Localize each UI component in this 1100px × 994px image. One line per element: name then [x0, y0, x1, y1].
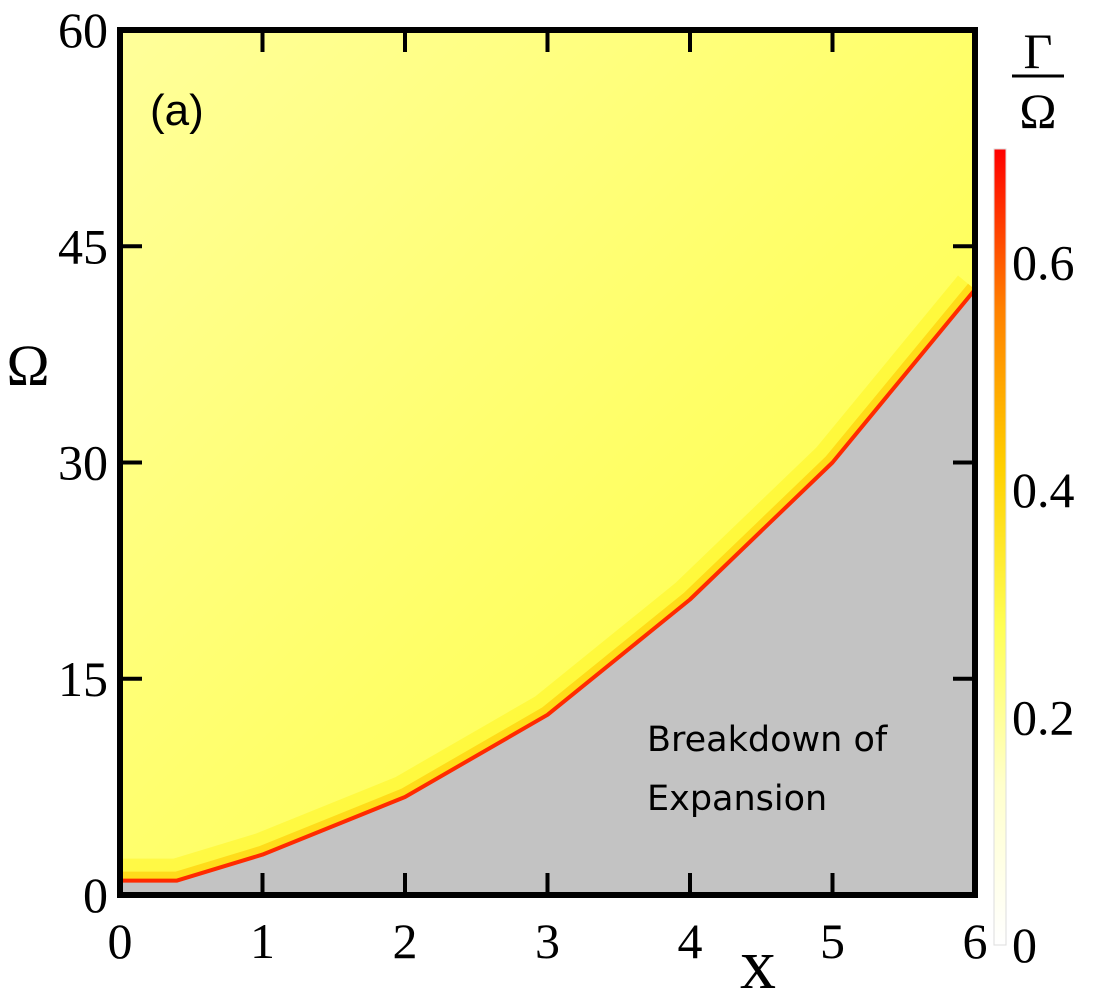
x-tick-label: 6 — [963, 913, 988, 969]
breakdown-annotation-line2: Expansion — [647, 779, 827, 819]
x-tick-label: 4 — [678, 913, 703, 969]
breakdown-region — [120, 289, 975, 895]
y-tick-label: 45 — [58, 218, 108, 274]
x-tick-label: 5 — [820, 913, 845, 969]
axis-ticks — [120, 30, 975, 895]
y-axis-title: Ω — [6, 333, 49, 398]
y-tick-label: 60 — [58, 2, 108, 58]
colorbar-title-numerator: Γ — [1024, 23, 1053, 79]
breakdown-annotation-line1: Breakdown of — [647, 720, 888, 760]
colorbar-bar — [993, 148, 1007, 946]
y-tick-label: 0 — [83, 867, 108, 923]
y-tick-label: 30 — [58, 435, 108, 491]
x-tick-labels: 0 1 2 3 4 5 6 — [108, 913, 988, 969]
x-axis-title: x — [740, 924, 776, 994]
x-tick-label: 2 — [393, 913, 418, 969]
y-tick-label: 15 — [58, 651, 108, 707]
colorbar-title-denominator: Ω — [1019, 83, 1056, 139]
x-tick-label: 1 — [250, 913, 275, 969]
colorbar-tick-labels: 0 0.2 0.4 0.6 — [1012, 235, 1075, 973]
plot-area — [120, 30, 975, 895]
colorbar-tick-label: 0 — [1012, 917, 1037, 973]
colorbar-tick-label: 0.4 — [1012, 462, 1075, 518]
breakdown-boundary-line — [120, 288, 975, 883]
plot-frame — [117, 27, 978, 898]
colorbar: Γ Ω 0 0.2 0.4 0.6 — [993, 23, 1075, 973]
x-tick-label: 3 — [535, 913, 560, 969]
x-tick-label: 0 — [108, 913, 133, 969]
y-tick-labels: 0 15 30 45 60 — [58, 2, 108, 923]
colorbar-tick-label: 0.6 — [1012, 235, 1075, 291]
colorbar-tick-label: 0.2 — [1012, 690, 1075, 746]
panel-label: (a) — [150, 86, 204, 135]
